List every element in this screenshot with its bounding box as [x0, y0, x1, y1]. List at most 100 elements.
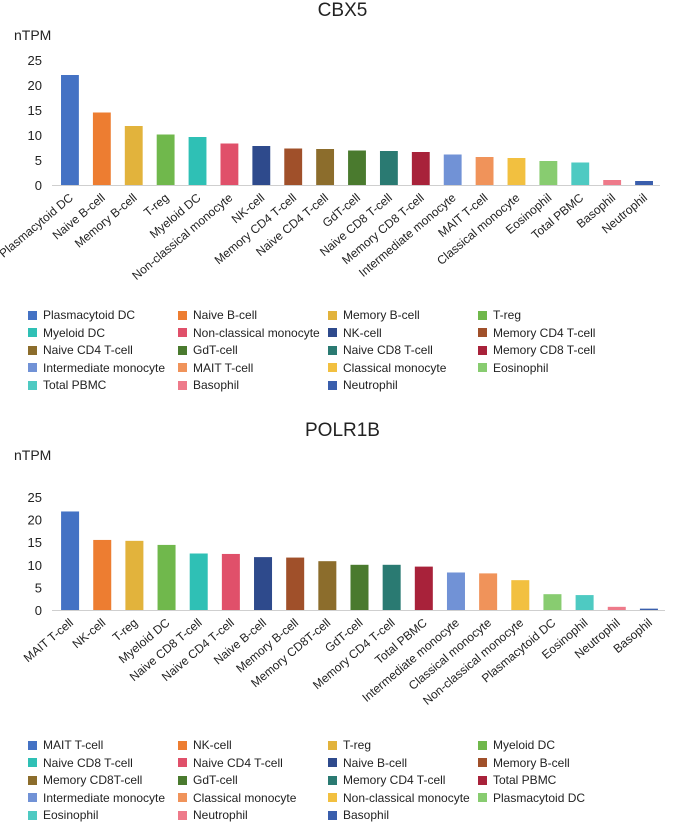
legend-item: Naive CD8 T-cell — [328, 343, 433, 357]
bar-basophil — [639, 608, 658, 610]
bar-classical-monocyte — [507, 158, 526, 185]
y-tick-label: 25 — [28, 490, 42, 505]
legend-item: Naive CD8 T-cell — [28, 756, 133, 770]
legend-item: Memory CD8T-cell — [28, 773, 142, 787]
legend-item: Memory B-cell — [478, 756, 570, 770]
bar-neutrophil — [635, 181, 653, 185]
legend-swatch — [478, 310, 487, 320]
legend-item: Plasmacytoid DC — [28, 308, 135, 322]
bar-naive-cd8-t-cell — [379, 151, 398, 185]
legend-label: Non-classical monocyte — [193, 325, 320, 340]
legend-swatch — [328, 328, 337, 337]
legend-label: MAIT T-cell — [193, 360, 254, 375]
legend-label: Neutrophil — [343, 378, 398, 392]
bar-plasmacytoid-dc — [543, 594, 562, 610]
legend-label: NK-cell — [343, 325, 382, 340]
legend-label: Basophil — [343, 808, 390, 822]
bar-nk-cell — [252, 146, 271, 185]
bar-memory-b-cell — [124, 126, 143, 185]
legend-label: Eosinophil — [493, 360, 549, 375]
legend-item: Neutrophil — [328, 378, 398, 392]
bar-memory-b-cell — [286, 557, 305, 610]
y-tick-label: 10 — [28, 558, 42, 573]
legend-item: Memory CD8 T-cell — [478, 343, 595, 357]
legend-cbx5: Plasmacytoid DC Naive B-cell Memory B-cell… — [28, 308, 685, 408]
bar-memory-cd4-t-cell — [284, 148, 303, 185]
legend-swatch — [478, 363, 487, 372]
legend-swatch — [28, 793, 37, 802]
legend-label: T-reg — [343, 738, 372, 752]
legend-label: Memory CD8 T-cell — [493, 343, 596, 357]
legend-item: Eosinophil — [478, 361, 548, 375]
legend-label: T-reg — [493, 308, 522, 322]
legend-swatch — [178, 758, 187, 767]
legend-item: T-reg — [478, 308, 521, 322]
legend-label: Memory CD4 T-cell — [343, 773, 446, 787]
legend-swatch — [178, 775, 187, 785]
legend-label: Classical monocyte — [193, 790, 297, 805]
legend-swatch — [28, 363, 37, 372]
legend-item: Plasmacytoid DC — [478, 791, 585, 805]
bar-intermediate-monocyte — [446, 572, 465, 610]
legend-label: Neutrophil — [193, 808, 248, 822]
chart-panel-cbx5: CBX5 nTPM 0 5 10 15 20 25 Plasmacytoid DC Naive… — [0, 0, 685, 408]
y-tick-label: 5 — [35, 580, 42, 595]
legend-label: Basophil — [193, 378, 240, 392]
legend-swatch — [328, 810, 337, 820]
legend-item: Memory B-cell — [328, 308, 420, 322]
y-tick-label: 5 — [35, 153, 42, 168]
bar-t-reg — [156, 134, 175, 185]
legend-item: Eosinophil — [28, 808, 98, 822]
legend-swatch — [28, 740, 37, 750]
legend-swatch — [178, 810, 187, 820]
y-tick-label: 0 — [35, 178, 42, 193]
bar-naive-cd4-t-cell — [221, 553, 240, 610]
bar-mait-t-cell — [61, 511, 80, 610]
bar-t-reg — [125, 540, 144, 610]
bar-naive-b-cell — [254, 557, 273, 610]
legend-item: Naive B-cell — [178, 308, 257, 322]
legend-swatch — [478, 758, 487, 767]
legend-swatch — [328, 310, 337, 320]
bar-total-pbmc — [571, 162, 590, 185]
legend-item: Naive CD4 T-cell — [178, 756, 283, 770]
bar-mait-t-cell — [475, 157, 494, 185]
bar-non-classical-monocyte — [511, 580, 530, 610]
legend-item: MAIT T-cell — [28, 738, 103, 752]
bar-eosinophil — [539, 161, 558, 185]
legend-swatch — [28, 810, 37, 820]
legend-item: Memory CD4 T-cell — [478, 326, 595, 340]
legend-label: Myeloid DC — [43, 325, 106, 340]
x-tick-label: NK-cell — [70, 616, 109, 652]
legend-label: Naive CD4 T-cell — [193, 755, 283, 770]
legend-swatch — [28, 380, 37, 390]
legend-label: Total PBMC — [43, 378, 107, 392]
legend-swatch — [28, 758, 37, 767]
legend-swatch — [478, 793, 487, 802]
legend-item: NK-cell — [328, 326, 382, 340]
legend-swatch — [178, 328, 187, 337]
legend-label: Intermediate monocyte — [43, 790, 166, 805]
legend-label: Intermediate monocyte — [43, 360, 166, 375]
legend-swatch — [28, 345, 37, 355]
legend-item: MAIT T-cell — [178, 361, 253, 375]
legend-swatch — [478, 775, 487, 785]
legend-swatch — [328, 363, 337, 372]
chart-panel-polr1b: POLR1B nTPM 0 5 10 15 20 25 MAIT T-cell NK-cell… — [0, 420, 685, 838]
bar-naive-b-cell — [92, 112, 111, 185]
bar-intermediate-monocyte — [443, 154, 462, 185]
bar-myeloid-dc — [157, 544, 176, 610]
x-tick-label: MAIT T-cell — [21, 616, 76, 665]
legend-swatch — [178, 380, 187, 390]
bar-gdt-cell — [348, 150, 366, 185]
legend-swatch — [478, 345, 487, 355]
legend-swatch — [178, 310, 187, 320]
bar-non-classical-monocyte — [220, 143, 239, 185]
legend-swatch — [28, 775, 37, 785]
bar-naive-cd4-t-cell — [316, 149, 335, 185]
bar-classical-monocyte — [479, 573, 498, 610]
legend-item: T-reg — [328, 738, 371, 752]
legend-item: Basophil — [328, 808, 389, 822]
legend-label: Memory B-cell — [493, 755, 570, 770]
chart-title: CBX5 — [317, 0, 368, 21]
